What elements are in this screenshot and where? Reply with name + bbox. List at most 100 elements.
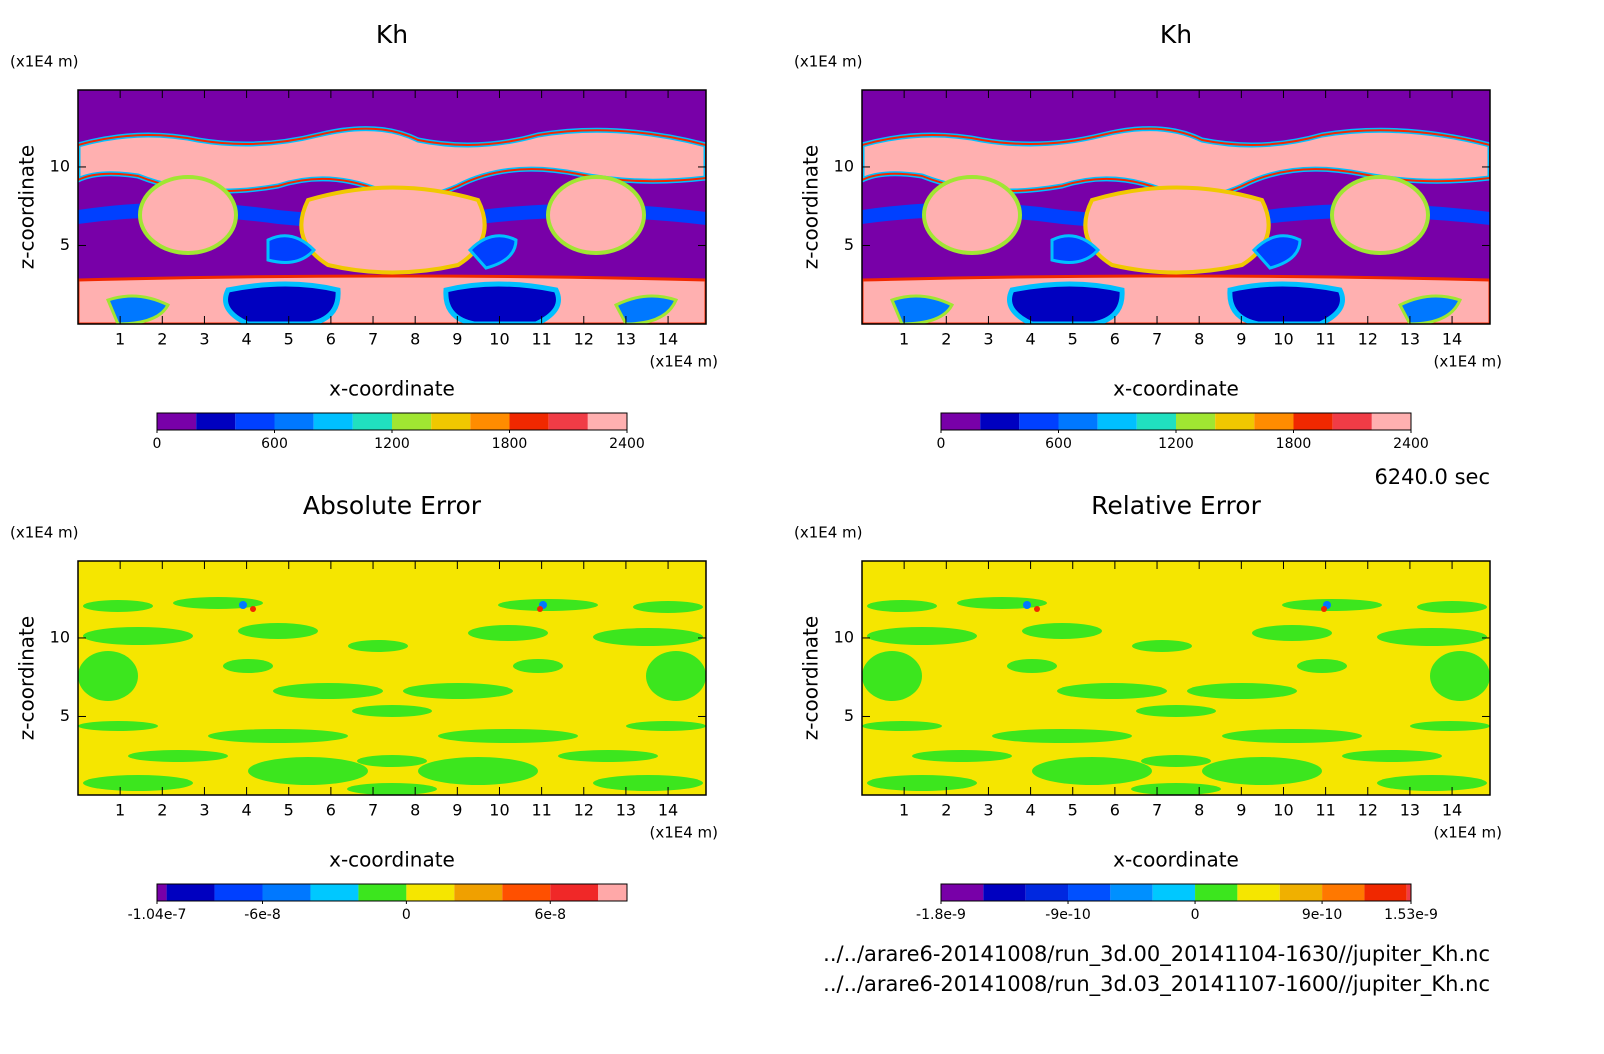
y-unit: (x1E4 m) bbox=[10, 53, 79, 71]
contour-field bbox=[862, 90, 1490, 324]
y-tick-label: 10 bbox=[834, 156, 854, 175]
colorbar-segment bbox=[358, 884, 407, 901]
colorbar-segment bbox=[214, 884, 263, 901]
colorbar-segment bbox=[1215, 413, 1255, 430]
colorbar-segment bbox=[235, 413, 275, 430]
colorbar-segment bbox=[1364, 884, 1407, 901]
x-tick-label: 6 bbox=[1110, 801, 1120, 820]
colorbar-segment bbox=[1110, 884, 1153, 901]
x-tick-label: 3 bbox=[199, 801, 209, 820]
x-axis-label: x-coordinate bbox=[1113, 848, 1239, 872]
x-tick-label: 13 bbox=[1400, 801, 1420, 820]
x-tick-label: 1 bbox=[899, 330, 909, 349]
y-tick-label: 10 bbox=[50, 627, 70, 646]
x-tick-label: 1 bbox=[115, 330, 125, 349]
x-tick-label: 4 bbox=[241, 330, 251, 349]
colorbar-tick-label: 0 bbox=[402, 907, 411, 923]
x-tick-label: 2 bbox=[941, 801, 951, 820]
colorbar-tick-label: 2400 bbox=[1393, 436, 1429, 452]
colorbar-segment bbox=[598, 884, 627, 901]
chart-title: Kh bbox=[1160, 20, 1192, 49]
x-tick-label: 8 bbox=[1194, 801, 1204, 820]
colorbar-segment bbox=[509, 413, 549, 430]
x-tick-label: 9 bbox=[452, 801, 462, 820]
colorbar-segment bbox=[1136, 413, 1176, 430]
x-tick-label: 12 bbox=[1358, 801, 1378, 820]
colorbar-segment bbox=[941, 884, 984, 901]
x-tick-label: 10 bbox=[489, 330, 509, 349]
x-tick-label: 11 bbox=[1315, 801, 1335, 820]
colorbar-segment bbox=[1176, 413, 1216, 430]
colorbar-segment bbox=[1322, 884, 1365, 901]
y-tick-label: 5 bbox=[60, 235, 70, 254]
y-axis-label: z-coordinate bbox=[799, 145, 823, 269]
y-unit: (x1E4 m) bbox=[794, 53, 863, 71]
colorbar-tick-label: -1.04e-7 bbox=[128, 907, 187, 923]
x-tick-label: 3 bbox=[983, 801, 993, 820]
x-tick-label: 11 bbox=[531, 330, 551, 349]
colorbar-segment bbox=[431, 413, 471, 430]
y-unit: (x1E4 m) bbox=[10, 524, 79, 542]
colorbar-segment bbox=[274, 413, 314, 430]
x-tick-label: 1 bbox=[899, 801, 909, 820]
colorbar-tick-label: 1800 bbox=[492, 436, 528, 452]
x-tick-label: 14 bbox=[1442, 801, 1462, 820]
plot-frame bbox=[77, 560, 707, 796]
colorbar-segment bbox=[941, 413, 981, 430]
colorbar-tick-label: 1200 bbox=[374, 436, 410, 452]
x-tick-label: 13 bbox=[1400, 330, 1420, 349]
colorbar-segment bbox=[1279, 884, 1323, 901]
x-tick-label: 4 bbox=[1025, 801, 1035, 820]
x-tick-label: 12 bbox=[1358, 330, 1378, 349]
colorbar-tick-label: 2400 bbox=[609, 436, 645, 452]
colorbar-segment bbox=[1195, 884, 1238, 901]
y-axis-label: z-coordinate bbox=[15, 616, 39, 740]
x-tick-label: 13 bbox=[616, 330, 636, 349]
x-tick-label: 9 bbox=[1236, 330, 1246, 349]
y-tick-label: 10 bbox=[50, 156, 70, 175]
x-tick-label: 12 bbox=[574, 801, 594, 820]
colorbar-tick-label: 600 bbox=[1045, 436, 1072, 452]
colorbar-segment bbox=[1068, 884, 1111, 901]
colorbar-segment bbox=[1097, 413, 1137, 430]
contour-field bbox=[78, 90, 706, 324]
colorbar-segment bbox=[502, 884, 551, 901]
colorbar-tick-label: 0 bbox=[937, 436, 946, 452]
colorbar-segment bbox=[313, 413, 353, 430]
x-tick-label: 2 bbox=[157, 330, 167, 349]
x-tick-label: 8 bbox=[410, 330, 420, 349]
x-tick-label: 7 bbox=[1152, 801, 1162, 820]
x-tick-label: 2 bbox=[157, 801, 167, 820]
colorbar-tick-label: 600 bbox=[261, 436, 288, 452]
x-tick-label: 3 bbox=[199, 330, 209, 349]
x-tick-label: 6 bbox=[1110, 330, 1120, 349]
colorbar-segment bbox=[550, 884, 599, 901]
plot-frame bbox=[77, 89, 707, 325]
x-unit: (x1E4 m) bbox=[1433, 824, 1502, 842]
colorbar-segment bbox=[454, 884, 503, 901]
colorbar-segment bbox=[1025, 884, 1069, 901]
colorbar-tick-label: 0 bbox=[1191, 907, 1200, 923]
y-tick-label: 5 bbox=[844, 706, 854, 725]
colorbar-tick-label: 0 bbox=[153, 436, 162, 452]
x-axis-label: x-coordinate bbox=[329, 848, 455, 872]
colorbar-segment bbox=[983, 884, 1026, 901]
chart-title: Relative Error bbox=[1091, 491, 1261, 520]
contour-field bbox=[78, 561, 706, 795]
file-path: ../../arare6-20141008/run_3d.00_20141104… bbox=[823, 942, 1490, 967]
time-label: 6240.0 sec bbox=[1374, 465, 1490, 489]
x-tick-label: 11 bbox=[1315, 330, 1335, 349]
plot-frame bbox=[861, 560, 1491, 796]
x-tick-label: 5 bbox=[284, 801, 294, 820]
x-tick-label: 5 bbox=[284, 330, 294, 349]
colorbar-segment bbox=[157, 413, 197, 430]
colorbar-segment bbox=[1293, 413, 1333, 430]
y-tick-label: 10 bbox=[834, 627, 854, 646]
colorbar-tick-label: 1.53e-9 bbox=[1384, 907, 1438, 923]
x-axis-label: x-coordinate bbox=[1113, 377, 1239, 401]
y-axis-label: z-coordinate bbox=[799, 616, 823, 740]
x-tick-label: 4 bbox=[1025, 330, 1035, 349]
colorbar-tick-label: -6e-8 bbox=[244, 907, 281, 923]
colorbar-frame bbox=[940, 883, 1412, 902]
